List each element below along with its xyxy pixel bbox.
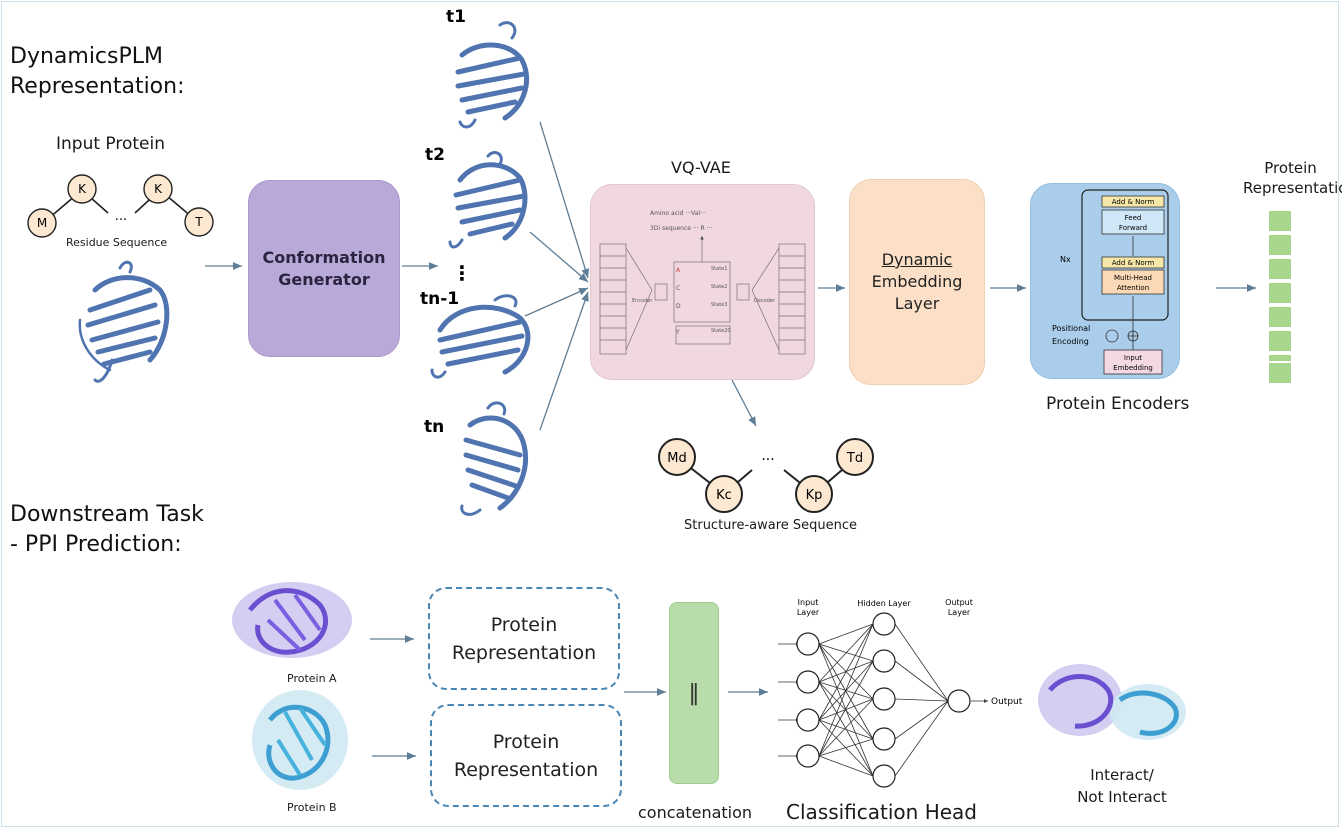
svg-text:Forward: Forward bbox=[1119, 224, 1147, 232]
svg-text:State20: State20 bbox=[711, 328, 731, 334]
structure-node-kp: Kp bbox=[795, 475, 833, 513]
residue-ellipsis: ... bbox=[115, 209, 127, 224]
svg-text:Feed: Feed bbox=[1125, 214, 1142, 222]
svg-text:State2: State2 bbox=[711, 284, 727, 290]
residue-node-4: K bbox=[143, 174, 173, 204]
time-label-t1: t1 bbox=[446, 7, 466, 27]
time-label-tn-1: tn-1 bbox=[420, 289, 459, 309]
protein-encoders-label: Protein Encoders bbox=[1046, 394, 1190, 414]
structure-ellipsis: ... bbox=[761, 448, 774, 464]
svg-text:C: C bbox=[676, 285, 680, 292]
svg-text:Decoder: Decoder bbox=[754, 298, 776, 304]
svg-text:A: A bbox=[676, 267, 681, 274]
time-label-t2: t2 bbox=[425, 145, 445, 165]
structure-node-td: Td bbox=[836, 438, 874, 476]
svg-text:K: K bbox=[154, 182, 163, 196]
svg-text:State1: State1 bbox=[711, 266, 727, 272]
classification-head-label: Classification Head bbox=[786, 800, 977, 824]
conformation-tn-1-structure bbox=[430, 294, 531, 379]
svg-text:K: K bbox=[78, 182, 87, 196]
svg-text:Kp: Kp bbox=[806, 488, 823, 503]
protein-b-label: Protein B bbox=[287, 801, 337, 814]
conformation-t2-structure bbox=[448, 151, 528, 249]
structure-node-md: Md bbox=[658, 438, 696, 476]
input-protein-label: Input Protein bbox=[56, 134, 166, 154]
svg-text:T: T bbox=[194, 215, 203, 229]
nn-input-layer-label-1: Input bbox=[798, 598, 819, 607]
vqvae-internal-sketch: Amino acid ···Val··· 3Di sequence ··· R … bbox=[599, 210, 806, 355]
svg-text:Nx: Nx bbox=[1060, 255, 1071, 264]
input-protein-structure bbox=[78, 260, 170, 383]
svg-text:Embedding: Embedding bbox=[1113, 364, 1153, 372]
structure-aware-caption: Structure-aware Sequence bbox=[684, 518, 858, 533]
nn-output-layer-label-1: Output bbox=[945, 598, 973, 607]
residue-node-1: M bbox=[27, 208, 57, 238]
svg-text:Amino acid ···Val···: Amino acid ···Val··· bbox=[650, 210, 706, 217]
nn-hidden-nodes bbox=[872, 612, 896, 788]
svg-text:Y: Y bbox=[675, 329, 680, 336]
conformation-tn-structure bbox=[460, 401, 528, 516]
protein-representation-box-a: Protein Representation bbox=[428, 587, 620, 690]
nn-input-layer-label-2: Layer bbox=[797, 608, 820, 617]
nn-output-layer-label-2: Layer bbox=[948, 608, 971, 617]
svg-text:Md: Md bbox=[667, 451, 686, 466]
nn-input-nodes bbox=[796, 632, 820, 768]
svg-text:Multi-Head: Multi-Head bbox=[1114, 274, 1152, 282]
top-flow-arrows bbox=[205, 121, 1256, 431]
transformer-sketch: Add & Norm Feed Forward Add & Norm Multi… bbox=[1052, 189, 1169, 375]
svg-text:Td: Td bbox=[846, 451, 863, 466]
nn-output-label: Output bbox=[991, 697, 1023, 707]
interaction-result: Interact/Not Interact bbox=[1077, 766, 1167, 806]
concatenation-label: concatenation bbox=[638, 803, 753, 822]
vqvae-title: VQ-VAE bbox=[671, 158, 731, 177]
svg-text:Kc: Kc bbox=[716, 488, 732, 503]
section-title-bottom: Downstream Task - PPI Prediction: bbox=[10, 502, 204, 557]
svg-text:M: M bbox=[37, 216, 47, 230]
svg-text:Input: Input bbox=[1124, 354, 1142, 362]
svg-text:Add & Norm: Add & Norm bbox=[1112, 259, 1155, 267]
interaction-complex-structure bbox=[1038, 664, 1186, 740]
concatenation-bar: ‖ bbox=[669, 602, 719, 784]
svg-text:State3: State3 bbox=[711, 302, 727, 308]
nn-output-node bbox=[947, 689, 971, 713]
protein-a-label: Protein A bbox=[287, 672, 337, 685]
protein-representation-box-b: Protein Representation bbox=[430, 704, 622, 807]
residue-sequence-caption: Residue Sequence bbox=[66, 236, 168, 249]
conformation-generator-box: Conformation Generator bbox=[248, 180, 400, 357]
nn-input-arrows bbox=[778, 642, 988, 758]
bottom-flow-arrows bbox=[370, 635, 768, 760]
residue-node-5: T bbox=[184, 207, 214, 237]
section-title-top: DynamicsPLM Representation: bbox=[10, 44, 185, 99]
svg-text:Positional: Positional bbox=[1052, 324, 1090, 333]
structure-node-kc: Kc bbox=[705, 475, 743, 513]
time-ellipsis: ⋮ bbox=[452, 261, 472, 285]
time-label-tn: tn bbox=[424, 417, 444, 437]
residue-node-2: K bbox=[67, 174, 97, 204]
conformation-t1-structure bbox=[455, 21, 529, 129]
protein-b-structure bbox=[252, 690, 348, 790]
nn-hidden-layer-label: Hidden Layer bbox=[857, 599, 911, 608]
svg-text:D: D bbox=[676, 303, 681, 310]
svg-text:Attention: Attention bbox=[1117, 284, 1149, 292]
nn-edges bbox=[818, 623, 949, 777]
svg-text:Add & Norm: Add & Norm bbox=[1112, 198, 1155, 206]
svg-text:3Di sequence ··· R ···: 3Di sequence ··· R ··· bbox=[650, 225, 712, 232]
protein-representation-vector bbox=[1267, 209, 1293, 385]
dynamic-embedding-box: Dynamic Embedding Layer bbox=[849, 179, 985, 385]
protein-a-structure bbox=[232, 582, 352, 658]
svg-text:Encoder: Encoder bbox=[632, 298, 653, 304]
svg-text:Encoding: Encoding bbox=[1052, 337, 1089, 346]
